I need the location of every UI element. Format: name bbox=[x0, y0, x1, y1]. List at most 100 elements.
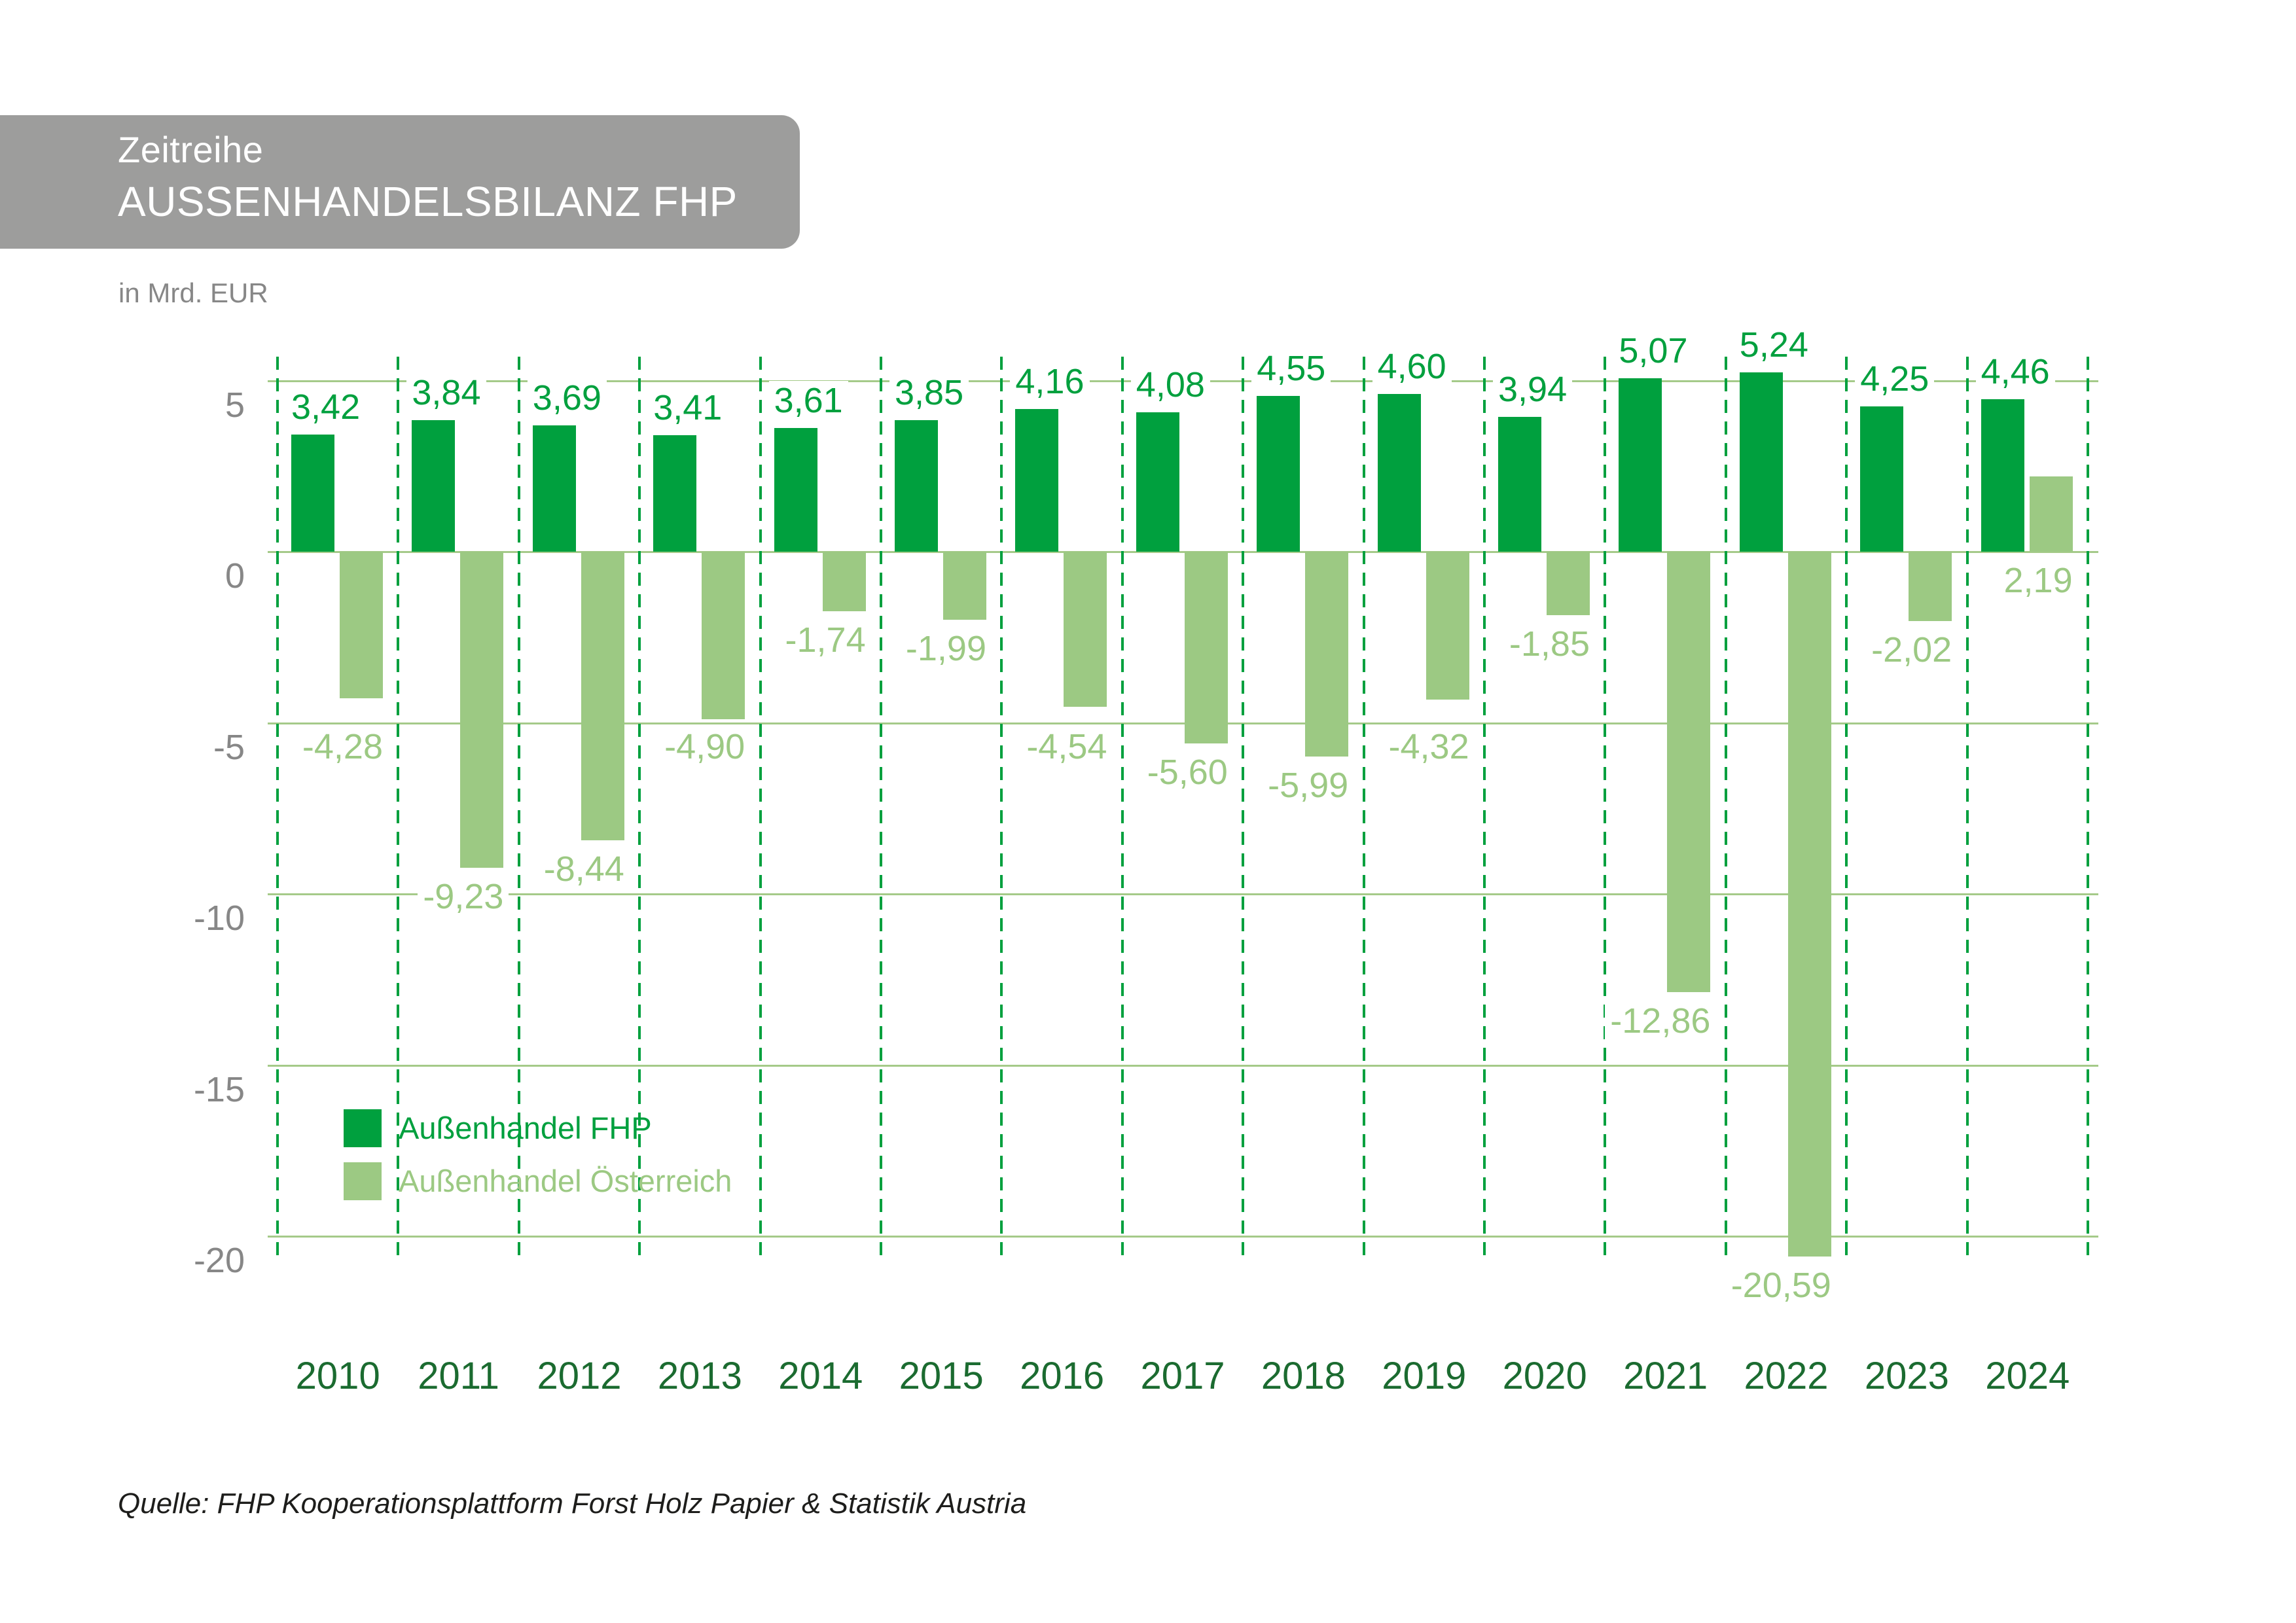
category-label-2011: 2011 bbox=[418, 1355, 499, 1397]
value-label-oesterreich-2022: -20,59 bbox=[1725, 1265, 1837, 1305]
bar-fhp-2024 bbox=[1981, 399, 2024, 552]
bar-fhp-2020 bbox=[1498, 416, 1541, 552]
bar-fhp-2019 bbox=[1377, 394, 1421, 552]
bar-oesterreich-2020 bbox=[1547, 552, 1590, 615]
bar-oesterreich-2011 bbox=[460, 552, 504, 868]
gridline--10 bbox=[268, 893, 2098, 895]
gridline--5 bbox=[268, 722, 2098, 724]
category-separator-12 bbox=[1724, 357, 1727, 1260]
bar-oesterreich-2021 bbox=[1667, 552, 1711, 992]
gridline--20 bbox=[268, 1236, 2098, 1238]
value-label-oesterreich-2019: -4,32 bbox=[1383, 726, 1475, 766]
value-label-fhp-2013: 3,41 bbox=[648, 387, 728, 427]
legend-swatch-oesterreich bbox=[344, 1162, 382, 1200]
bar-oesterreich-2023 bbox=[1909, 552, 1952, 621]
category-separator-1 bbox=[397, 357, 400, 1260]
category-separator-8 bbox=[1242, 357, 1245, 1260]
category-label-2021: 2021 bbox=[1623, 1355, 1708, 1397]
value-label-fhp-2016: 4,16 bbox=[1010, 362, 1090, 402]
value-label-oesterreich-2018: -5,99 bbox=[1263, 766, 1354, 806]
legend-swatch-fhp bbox=[344, 1109, 382, 1147]
page-title: AUSSENHANDELSBILANZ FHP bbox=[118, 178, 738, 225]
category-label-2017: 2017 bbox=[1140, 1355, 1225, 1397]
bar-fhp-2018 bbox=[1257, 396, 1300, 552]
bar-fhp-2022 bbox=[1739, 372, 1783, 552]
category-label-2023: 2023 bbox=[1864, 1355, 1949, 1397]
value-label-fhp-2015: 3,85 bbox=[889, 372, 969, 412]
value-label-fhp-2012: 3,69 bbox=[527, 378, 607, 418]
value-label-oesterreich-2015: -1,99 bbox=[900, 629, 992, 669]
value-label-fhp-2020: 3,94 bbox=[1493, 369, 1573, 409]
value-label-fhp-2010: 3,42 bbox=[286, 387, 366, 427]
category-label-2012: 2012 bbox=[537, 1355, 622, 1397]
category-label-2019: 2019 bbox=[1382, 1355, 1467, 1397]
y-axis-label--10: -10 bbox=[193, 899, 245, 938]
category-label-2020: 2020 bbox=[1502, 1355, 1587, 1397]
gridline-0 bbox=[268, 551, 2098, 553]
value-label-oesterreich-2020: -1,85 bbox=[1503, 624, 1595, 664]
source-note: Quelle: FHP Kooperationsplattform Forst … bbox=[118, 1488, 1027, 1520]
category-label-2015: 2015 bbox=[899, 1355, 984, 1397]
bar-fhp-2012 bbox=[532, 425, 576, 552]
category-separator-7 bbox=[1121, 357, 1124, 1260]
legend-item-fhp: Außenhandel FHP bbox=[344, 1109, 652, 1147]
bar-fhp-2013 bbox=[653, 435, 697, 552]
bar-oesterreich-2012 bbox=[581, 552, 624, 841]
category-separator-10 bbox=[1483, 357, 1486, 1260]
category-separator-13 bbox=[1845, 357, 1848, 1260]
bar-fhp-2014 bbox=[774, 428, 817, 552]
category-label-2016: 2016 bbox=[1020, 1355, 1105, 1397]
bar-oesterreich-2010 bbox=[340, 552, 383, 698]
bar-oesterreich-2016 bbox=[1064, 552, 1107, 707]
bar-oesterreich-2018 bbox=[1305, 552, 1349, 757]
category-label-2010: 2010 bbox=[295, 1355, 380, 1397]
y-axis-label--5: -5 bbox=[213, 727, 245, 767]
value-label-fhp-2017: 4,08 bbox=[1130, 365, 1210, 404]
y-axis-label-0: 0 bbox=[224, 556, 245, 596]
value-label-oesterreich-2012: -8,44 bbox=[538, 849, 630, 889]
bar-fhp-2015 bbox=[895, 419, 938, 552]
value-label-fhp-2021: 5,07 bbox=[1613, 330, 1693, 370]
unit-label: in Mrd. EUR bbox=[118, 277, 268, 308]
page-title-kicker: Zeitreihe bbox=[118, 129, 264, 170]
category-separator-9 bbox=[1362, 357, 1365, 1260]
value-label-oesterreich-2010: -4,28 bbox=[296, 726, 388, 766]
category-separator-5 bbox=[880, 357, 882, 1260]
category-label-2018: 2018 bbox=[1261, 1355, 1346, 1397]
value-label-oesterreich-2013: -4,90 bbox=[659, 726, 751, 766]
y-axis-label--20: -20 bbox=[193, 1241, 245, 1280]
bar-oesterreich-2017 bbox=[1184, 552, 1228, 743]
bar-oesterreich-2019 bbox=[1426, 552, 1469, 700]
bar-fhp-2021 bbox=[1619, 378, 1662, 552]
value-label-fhp-2018: 4,55 bbox=[1251, 349, 1331, 389]
value-label-fhp-2014: 3,61 bbox=[768, 381, 848, 421]
value-label-oesterreich-2016: -4,54 bbox=[1021, 726, 1113, 766]
value-label-oesterreich-2023: -2,02 bbox=[1866, 630, 1958, 669]
category-label-2014: 2014 bbox=[778, 1355, 863, 1397]
bar-oesterreich-2024 bbox=[2029, 476, 2073, 552]
y-axis-label--15: -15 bbox=[193, 1069, 245, 1109]
value-label-fhp-2022: 5,24 bbox=[1734, 325, 1814, 365]
category-separator-3 bbox=[638, 357, 641, 1260]
legend-item-oesterreich: Außenhandel Österreich bbox=[344, 1162, 732, 1200]
value-label-fhp-2011: 3,84 bbox=[406, 373, 486, 413]
value-label-fhp-2019: 4,60 bbox=[1372, 347, 1452, 387]
category-separator-15 bbox=[2087, 357, 2089, 1260]
category-separator-0 bbox=[276, 357, 279, 1260]
value-label-oesterreich-2021: -12,86 bbox=[1605, 1001, 1716, 1041]
y-axis-label-5: 5 bbox=[224, 385, 245, 425]
category-label-2022: 2022 bbox=[1744, 1355, 1829, 1397]
category-label-2024: 2024 bbox=[1985, 1355, 2070, 1397]
value-label-fhp-2023: 4,25 bbox=[1855, 359, 1935, 399]
title-box: Zeitreihe AUSSENHANDELSBILANZ FHP bbox=[0, 115, 800, 249]
bar-fhp-2011 bbox=[412, 420, 456, 552]
category-label-2013: 2013 bbox=[657, 1355, 742, 1397]
value-label-oesterreich-2017: -5,60 bbox=[1141, 752, 1233, 792]
bar-oesterreich-2014 bbox=[822, 552, 866, 611]
bar-fhp-2010 bbox=[291, 435, 334, 552]
bar-fhp-2016 bbox=[1015, 409, 1059, 552]
category-separator-14 bbox=[1965, 357, 1969, 1260]
category-separator-6 bbox=[1000, 357, 1003, 1260]
value-label-oesterreich-2014: -1,74 bbox=[780, 620, 871, 660]
